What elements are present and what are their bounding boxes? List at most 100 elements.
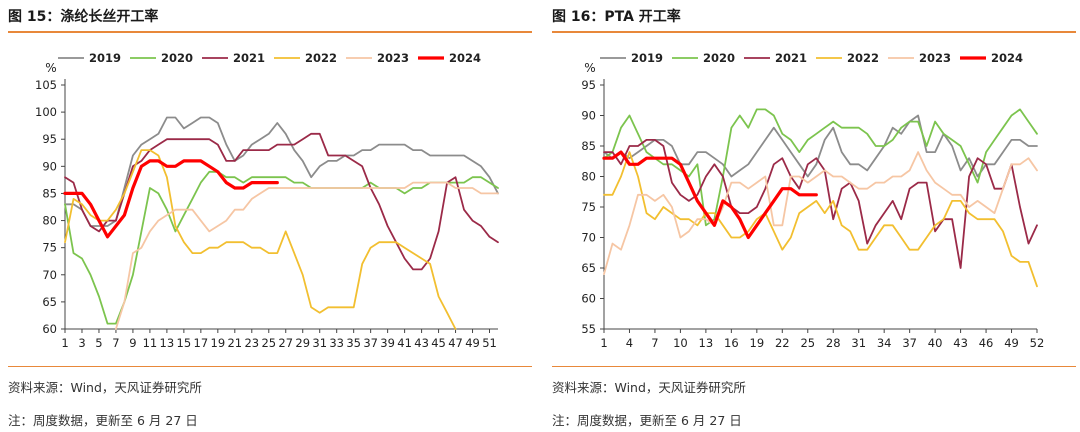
x-tick-label: 31	[851, 336, 866, 350]
source-divider	[8, 366, 532, 367]
note-text: 注：周度数据，更新至 6 月 27 日	[552, 413, 742, 428]
y-tick-label: 105	[35, 78, 57, 92]
legend-label-2024: 2024	[449, 51, 481, 65]
legend-label-2021: 2021	[233, 51, 265, 65]
series-line-2020	[64, 170, 499, 325]
series-line-2024	[602, 150, 818, 240]
y-tick-label: 65	[581, 261, 596, 275]
x-tick-label: 27	[278, 336, 293, 350]
series-line-2021	[603, 139, 1038, 269]
x-tick-label: 34	[877, 336, 892, 350]
x-tick-label: 41	[397, 336, 412, 350]
legend-label-2023: 2023	[919, 51, 951, 65]
title-divider	[8, 31, 532, 33]
x-tick-label: 17	[194, 336, 209, 350]
legend-label-2021: 2021	[775, 51, 807, 65]
x-tick-label: 10	[673, 336, 688, 350]
x-tick-label: 28	[826, 336, 841, 350]
x-tick-label: 13	[160, 336, 175, 350]
y-tick-label: 75	[581, 200, 596, 214]
x-tick-label: 1	[600, 336, 607, 350]
x-tick-label: 3	[78, 336, 85, 350]
legend-label-2023: 2023	[377, 51, 409, 65]
chart-panel-right: 图 16：PTA 开工率 % 55 60 65 70 75 80 85 90 95 1 4 7 10 13 1…	[552, 0, 1076, 432]
series-line-2020	[603, 108, 1038, 227]
y-tick-label: 80	[42, 214, 57, 228]
y-tick-label: 95	[42, 132, 57, 146]
x-tick-label: 7	[651, 336, 658, 350]
x-tick-label: 49	[1004, 336, 1019, 350]
note-text: 注：周度数据，更新至 6 月 27 日	[8, 413, 198, 428]
x-tick-label: 13	[699, 336, 714, 350]
x-tick-label: 33	[329, 336, 344, 350]
x-tick-label: 49	[465, 336, 480, 350]
legend-label-2019: 2019	[89, 51, 121, 65]
series-line-2019	[603, 114, 1038, 178]
legend-label-2024: 2024	[991, 51, 1023, 65]
x-tick-label: 37	[363, 336, 378, 350]
x-tick-label: 25	[800, 336, 815, 350]
legend-label-2020: 2020	[161, 51, 193, 65]
chart-panel-left: 图 15：涤纶长丝开工率 % 60 65 70 75 80 85 90 95 100 105 1 3 5 7…	[8, 0, 532, 432]
x-tick-label: 35	[346, 336, 361, 350]
x-tick-label: 39	[380, 336, 395, 350]
y-tick-label: 60	[42, 322, 57, 336]
x-tick-label: 43	[953, 336, 968, 350]
x-tick-label: 51	[482, 336, 497, 350]
x-tick-label: 5	[95, 336, 102, 350]
y-axis-unit-label: %	[584, 61, 595, 75]
y-tick-label: 70	[581, 231, 596, 245]
y-tick-label: 85	[42, 186, 57, 200]
x-tick-label: 7	[112, 336, 119, 350]
x-tick-label: 16	[724, 336, 739, 350]
x-tick-label: 37	[902, 336, 917, 350]
legend-label-2019: 2019	[631, 51, 663, 65]
y-tick-label: 100	[35, 105, 57, 119]
x-tick-label: 43	[414, 336, 429, 350]
y-tick-label: 65	[42, 295, 57, 309]
chart-title: 图 15：涤纶长丝开工率	[8, 9, 159, 25]
series-line-2022	[603, 151, 1038, 288]
chart-title: 图 16：PTA 开工率	[552, 9, 681, 25]
series-line-2024	[63, 159, 279, 239]
source-text: 资料来源：Wind，天风证券研究所	[8, 380, 202, 395]
y-tick-label: 85	[581, 139, 596, 153]
y-tick-label: 80	[581, 170, 596, 184]
x-tick-label: 23	[244, 336, 259, 350]
y-tick-label: 55	[581, 322, 596, 336]
x-tick-label: 25	[261, 336, 276, 350]
x-tick-label: 52	[1030, 336, 1045, 350]
source-divider	[552, 366, 1076, 367]
x-tick-label: 15	[177, 336, 192, 350]
x-tick-label: 31	[312, 336, 327, 350]
x-tick-label: 46	[979, 336, 994, 350]
y-tick-label: 70	[42, 268, 57, 282]
series-line-2019	[64, 116, 499, 227]
y-axis-unit-label: %	[45, 61, 56, 75]
x-tick-label: 21	[227, 336, 242, 350]
y-tick-label: 60	[581, 292, 596, 306]
y-tick-label: 90	[42, 159, 57, 173]
y-tick-label: 75	[42, 241, 57, 255]
x-tick-label: 9	[129, 336, 136, 350]
x-tick-label: 19	[750, 336, 765, 350]
x-tick-label: 1	[61, 336, 68, 350]
x-tick-label: 47	[448, 336, 463, 350]
x-tick-label: 11	[143, 336, 158, 350]
x-tick-label: 45	[431, 336, 446, 350]
x-tick-label: 4	[626, 336, 633, 350]
series-line-2023	[115, 181, 499, 330]
y-tick-label: 95	[581, 78, 596, 92]
series-line-2023	[603, 151, 1038, 276]
title-divider	[552, 31, 1076, 33]
legend-label-2022: 2022	[305, 51, 337, 65]
legend-label-2022: 2022	[847, 51, 879, 65]
x-tick-label: 40	[928, 336, 943, 350]
y-tick-label: 90	[581, 109, 596, 123]
x-tick-label: 29	[295, 336, 310, 350]
series-line-2022	[64, 149, 457, 330]
x-tick-label: 19	[211, 336, 226, 350]
source-text: 资料来源：Wind，天风证券研究所	[552, 380, 746, 395]
line-chart-pta: % 55 60 65 70 75 80 85 90 95 1 4 7 10 13 16 19 22 25 28 31 34…	[581, 51, 1045, 350]
